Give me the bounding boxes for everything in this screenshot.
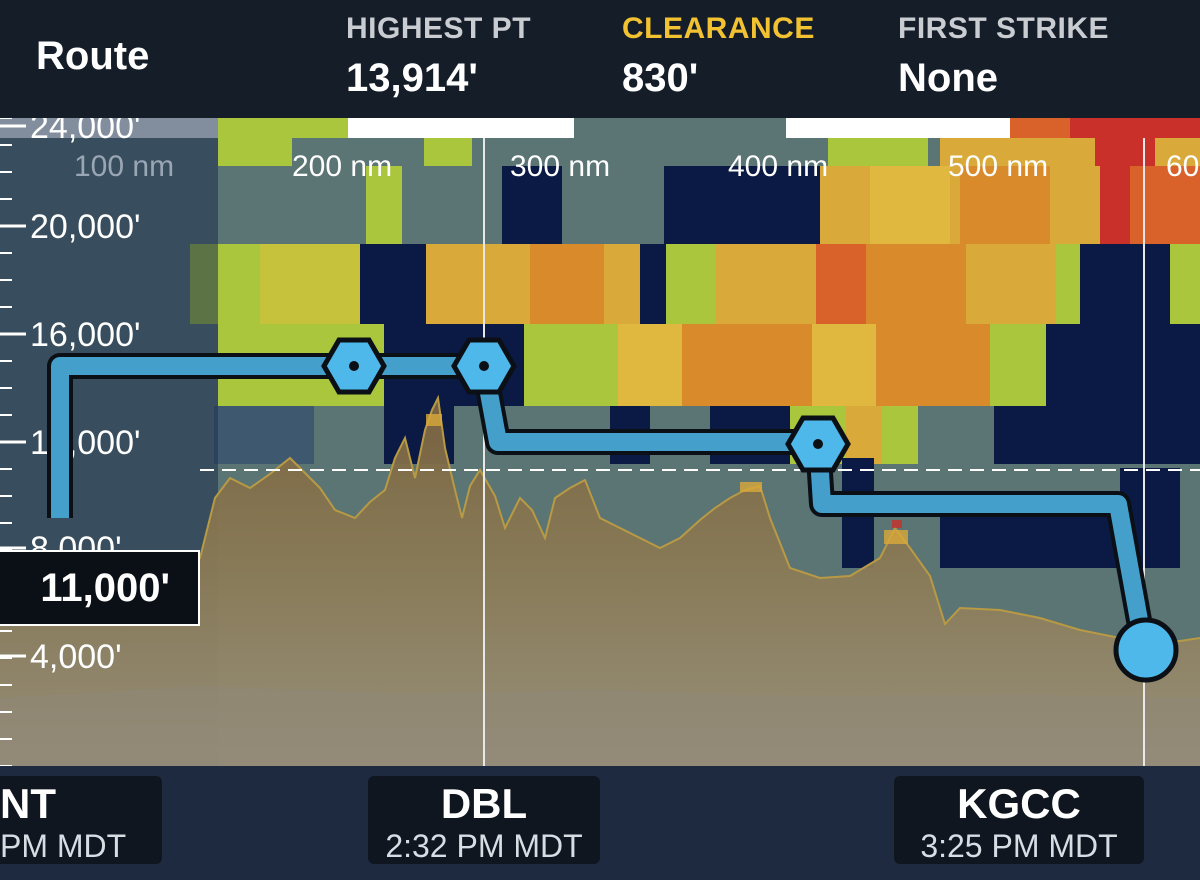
icing-band — [1095, 138, 1155, 166]
icing-band — [574, 118, 786, 138]
altitude-label: 16,000' — [30, 316, 140, 354]
icing-band — [966, 244, 1056, 324]
profile-graph: 24,000'20,000'16,000'12,000'8,000'4,000'… — [0, 118, 1200, 766]
icing-band — [1100, 166, 1130, 244]
icing-band — [218, 118, 348, 138]
stat-highest-point: HIGHEST PT 13,914' — [346, 12, 531, 101]
waypoint-center-dot — [479, 361, 489, 371]
header-bar: Route HIGHEST PT 13,914' CLEARANCE 830' … — [0, 0, 1200, 118]
altitude-label: 12,000' — [30, 424, 140, 462]
icing-band — [682, 324, 812, 406]
altitude-label: 20,000' — [30, 208, 140, 246]
icing-band — [502, 166, 562, 244]
stat-label: FIRST STRIKE — [898, 12, 1110, 45]
icing-band — [1080, 244, 1170, 324]
icing-band — [1046, 324, 1200, 406]
waypoint-id: DBL — [440, 780, 528, 827]
stat-value: None — [898, 56, 998, 100]
icing-band — [640, 244, 666, 324]
icing-band — [870, 166, 950, 244]
icing-band — [1056, 244, 1080, 324]
icing-band — [530, 244, 604, 324]
distance-label: 300 nm — [510, 150, 610, 183]
stat-label: CLEARANCE — [622, 12, 815, 45]
icing-band — [940, 138, 1200, 166]
icing-weather-layer — [0, 118, 1200, 766]
icing-band — [816, 244, 866, 324]
route-layer — [47, 337, 1179, 683]
icing-band — [604, 244, 640, 324]
waypoint-center-dot — [813, 439, 823, 449]
icing-band — [1010, 118, 1070, 138]
icing-band — [882, 406, 918, 464]
distance-label: 60 — [1166, 150, 1199, 183]
stat-first-strike: FIRST STRIKE None — [898, 12, 1109, 101]
icing-band — [828, 138, 928, 166]
waypoint-chip-dbl[interactable]: DBL 2:32 PM MDT — [368, 776, 600, 864]
page-title: Route — [36, 34, 150, 78]
waypoint-time: 2:32 PM MDT — [385, 828, 583, 864]
icing-band — [218, 138, 292, 166]
icing-band — [424, 138, 472, 166]
icing-band — [994, 406, 1200, 464]
route-line — [51, 357, 1153, 650]
icing-band — [918, 406, 994, 464]
icing-band — [366, 166, 402, 244]
waypoint-id: KGCC — [957, 780, 1081, 827]
icing-band — [426, 244, 530, 324]
icing-band — [876, 324, 990, 406]
selected-altitude[interactable]: 11,000' — [0, 550, 200, 626]
destination-marker-icon — [1113, 617, 1179, 683]
waypoint-chip-kgcc[interactable]: KGCC 3:25 PM MDT — [894, 776, 1144, 864]
distance-label: 100 nm — [74, 150, 174, 183]
terrain-layer — [0, 394, 1200, 766]
terrain-icing-mark — [892, 520, 902, 528]
vertical-profile[interactable]: 24,000' 20,000' 16,000' 12,000' 8,000' 4,000'… — [0, 118, 1200, 766]
waypoint-chip-origin[interactable]: NT PM MDT — [0, 776, 162, 864]
stat-value: 13,914' — [346, 56, 478, 100]
waypoint-center-dot — [349, 361, 359, 371]
icing-band — [990, 324, 1046, 406]
icing-band — [618, 324, 682, 406]
stat-label: HIGHEST PT — [346, 12, 532, 45]
icing-band — [866, 244, 966, 324]
distance-label: 400 nm — [728, 150, 828, 183]
stat-value: 830' — [622, 56, 699, 100]
icing-band — [524, 324, 618, 406]
icing-band — [664, 166, 820, 244]
distance-label: 200 nm — [292, 150, 392, 183]
waypoint-bar: NT PM MDT DBL 2:32 PM MDT KGCC 3:25 PM M… — [0, 766, 1200, 880]
distance-label: 500 nm — [948, 150, 1048, 183]
icing-band — [960, 166, 1050, 244]
waypoint-id: NT — [0, 780, 56, 827]
icing-band — [314, 406, 384, 464]
icing-band — [260, 244, 360, 324]
terrain-icing-mark — [426, 414, 442, 426]
waypoint-time: 3:25 PM MDT — [920, 828, 1118, 864]
icing-band — [360, 244, 426, 324]
terrain-icing-mark — [884, 530, 908, 544]
icing-band — [214, 406, 314, 464]
icing-band — [716, 244, 816, 324]
waypoint-time: PM MDT — [0, 828, 127, 864]
terrain-icing-mark — [740, 482, 762, 492]
stat-clearance: CLEARANCE 830' — [622, 12, 815, 101]
altitude-label: 4,000' — [30, 638, 122, 676]
altitude-label: 24,000' — [30, 118, 140, 146]
icing-band — [1170, 244, 1200, 324]
icing-band — [1130, 166, 1200, 244]
icing-band — [812, 324, 876, 406]
terrain-base — [0, 686, 1200, 766]
terrain-profile — [0, 398, 1200, 766]
icing-band — [846, 406, 882, 464]
icing-band — [666, 244, 716, 324]
